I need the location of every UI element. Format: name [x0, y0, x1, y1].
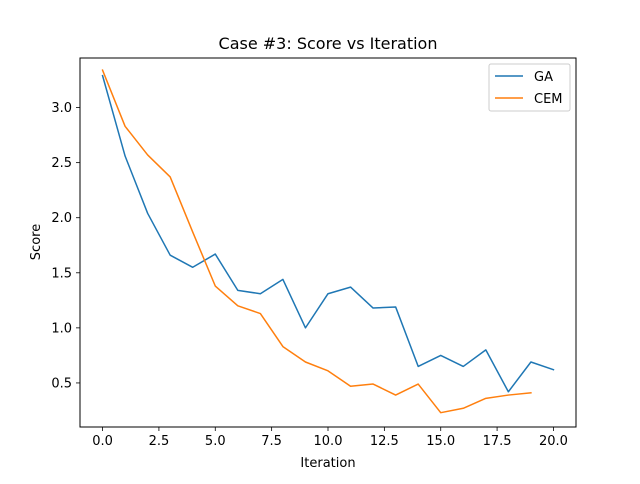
- y-tick-label: 0.5: [51, 376, 72, 391]
- series-line-cem: [101, 69, 532, 414]
- series-line-ga: [101, 74, 555, 393]
- y-tick-label: 1.0: [51, 321, 72, 336]
- x-tick-label: 12.5: [370, 434, 399, 449]
- y-tick-label: 2.5: [51, 156, 72, 171]
- x-tick-label: 10.0: [314, 434, 343, 449]
- x-axis-label: Iteration: [300, 456, 355, 471]
- y-axis-label: Score: [29, 224, 44, 260]
- x-tick-label: 20.0: [539, 434, 568, 449]
- y-axis: 0.5 1.0 1.5 2.0 2.5 3.0: [51, 101, 80, 391]
- x-tick-label: 5.0: [205, 434, 226, 449]
- x-tick-label: 15.0: [426, 434, 455, 449]
- x-tick-label: 17.5: [483, 434, 512, 449]
- y-tick-label: 2.0: [51, 211, 72, 226]
- x-axis: 0.0 2.5 5.0 7.5 10.0 12.5 15.0 17.5 20.0: [92, 427, 568, 449]
- y-tick-label: 3.0: [51, 101, 72, 116]
- y-tick-label: 1.5: [51, 266, 72, 281]
- legend-label-cem: CEM: [534, 92, 563, 107]
- x-tick-label: 0.0: [92, 434, 113, 449]
- series-layer: [101, 69, 555, 414]
- chart-title: Case #3: Score vs Iteration: [219, 34, 438, 53]
- x-tick-label: 2.5: [149, 434, 170, 449]
- x-tick-label: 7.5: [261, 434, 282, 449]
- legend: GA CEM: [488, 63, 571, 112]
- legend-label-ga: GA: [534, 70, 553, 85]
